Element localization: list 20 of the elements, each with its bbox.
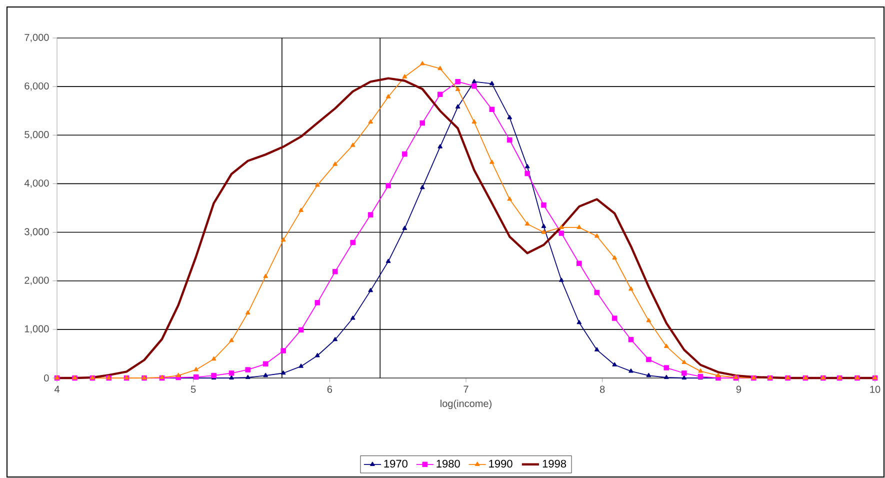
y-tick-label: 6,000 [24, 82, 49, 91]
legend-label: 1998 [542, 460, 566, 468]
x-tick-label: 7 [464, 386, 468, 393]
y-tick-label: 0 [44, 374, 49, 382]
y-tick-label: 5,000 [24, 131, 49, 140]
legend-label: 1970 [384, 460, 408, 468]
x-axis-title: log(income) [440, 400, 492, 410]
y-tick-label: 3,000 [24, 228, 49, 236]
y-tick-label: 4,000 [24, 180, 49, 188]
y-tick-label: 7,000 [24, 34, 49, 42]
legend-label: 1980 [436, 460, 460, 468]
x-tick-label: 10 [870, 386, 880, 393]
x-tick-label: 6 [327, 386, 332, 393]
x-tick-label: 5 [190, 386, 196, 393]
x-tick-label: 4 [54, 386, 60, 393]
x-tick-label: 9 [736, 386, 741, 393]
y-tick-label: 1,000 [24, 325, 49, 334]
legend-label: 1990 [489, 460, 512, 468]
x-tick-label: 8 [600, 386, 605, 393]
y-tick-label: 2,000 [24, 276, 49, 285]
